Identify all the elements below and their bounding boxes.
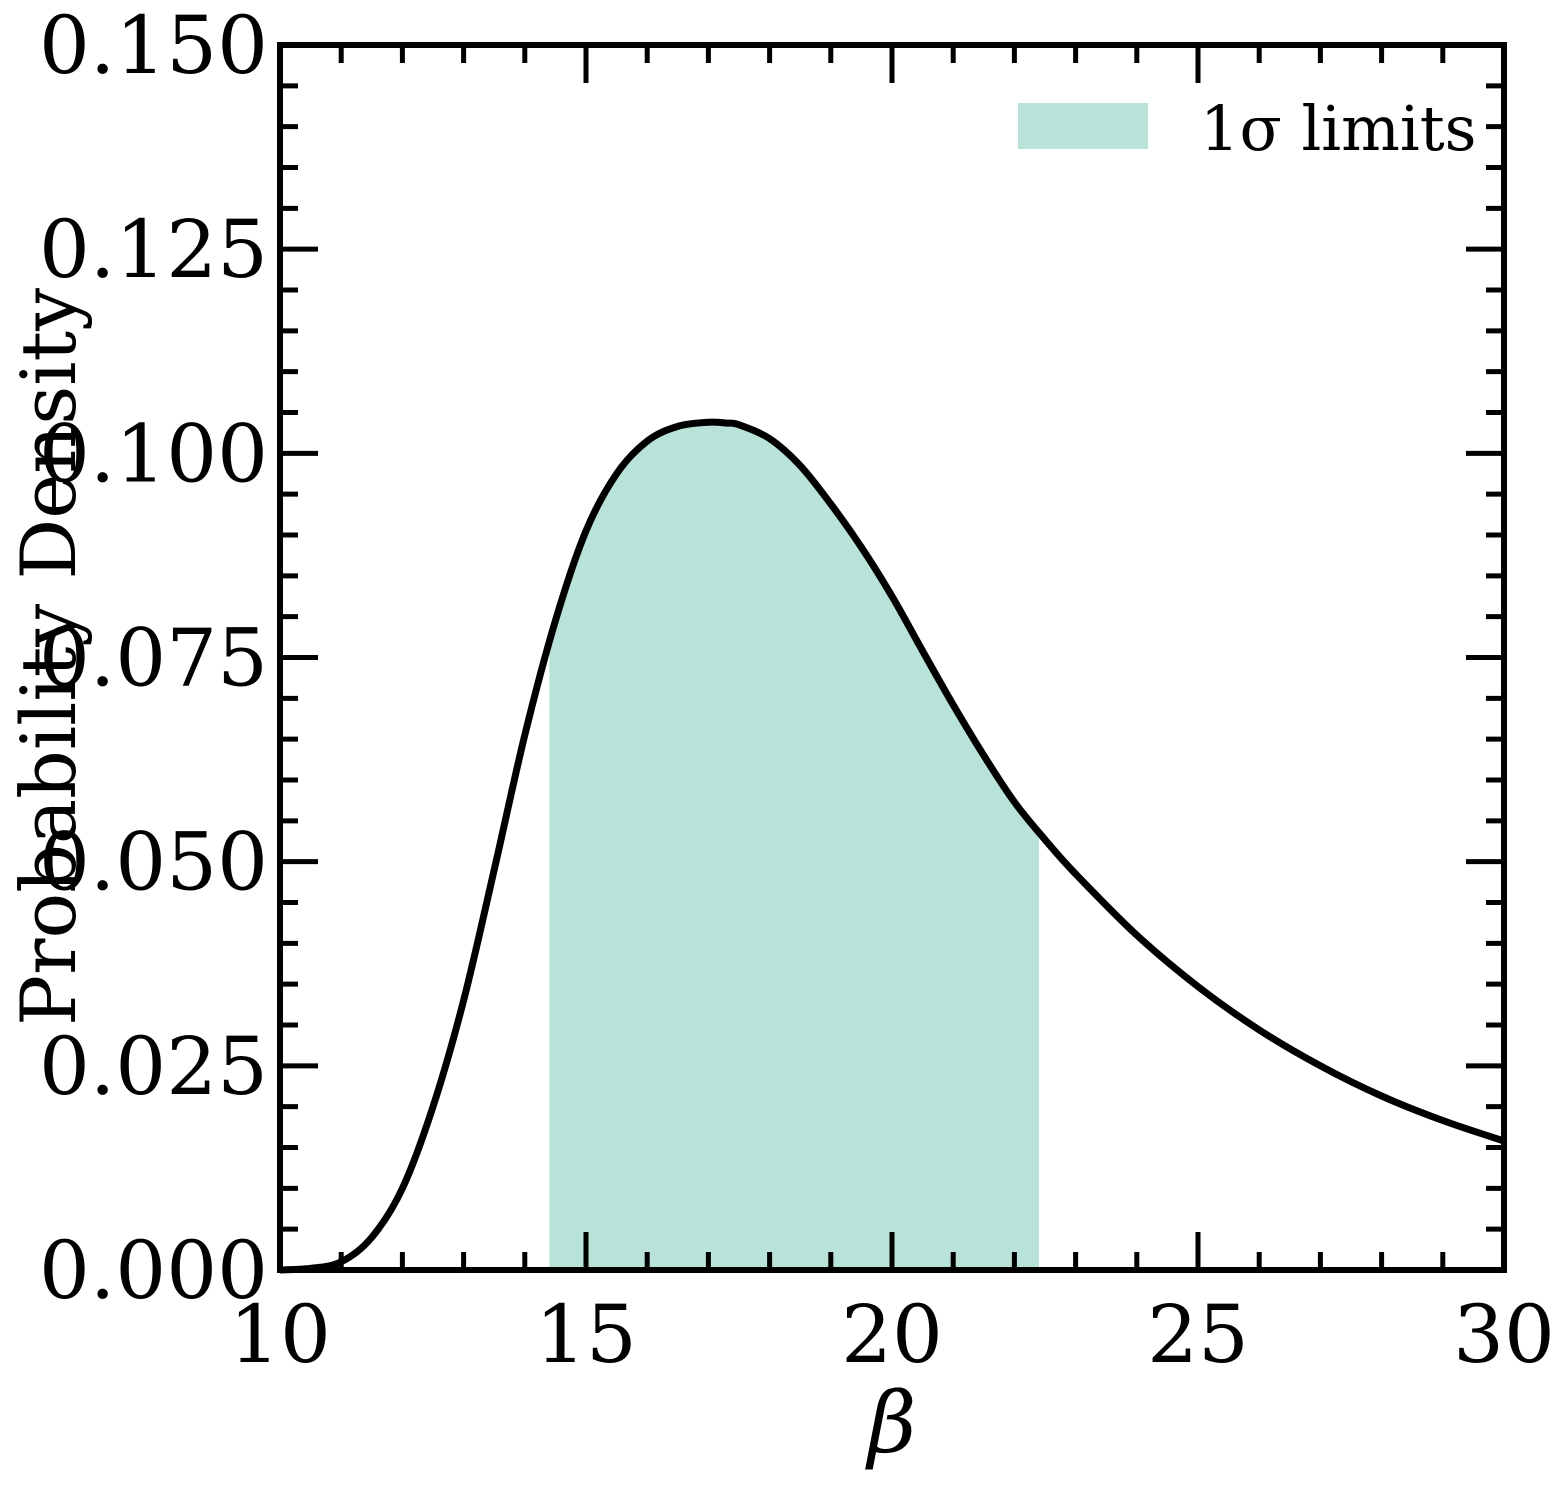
plot-frame [277,42,1507,1273]
legend: 1σ limits [1018,92,1477,165]
y-tick-label: 0.125 [39,203,268,296]
y-tick-label: 0.050 [39,816,268,909]
x-axis-title: β [865,1374,917,1472]
y-tick-label: 0.150 [39,0,268,92]
y-tick-label: 0.100 [39,407,268,500]
curve-layer [279,418,1506,1274]
y-tick-label: 0.075 [39,612,268,705]
shaded-region-1sigma [549,422,1039,1270]
x-tick-label: 25 [1147,1288,1249,1381]
x-tick-label: 15 [535,1288,637,1381]
y-tick-label: 0.025 [39,1020,268,1113]
legend-label: 1σ limits [1200,92,1477,165]
x-tick-label: 30 [1453,1288,1555,1381]
density-curve [279,418,1506,1274]
legend-swatch [1018,103,1148,149]
x-tick-label: 10 [229,1288,331,1381]
y-tick-label: 0.000 [39,1224,268,1317]
shaded-region-layer [549,422,1039,1270]
tick-label-layer: 10 15 20 25 30 0.000 0.025 0.050 0.075 0.100 0.125… [39,0,1555,1381]
x-tick-label: 20 [841,1288,943,1381]
y-axis-title: Probability Density [4,288,93,1026]
